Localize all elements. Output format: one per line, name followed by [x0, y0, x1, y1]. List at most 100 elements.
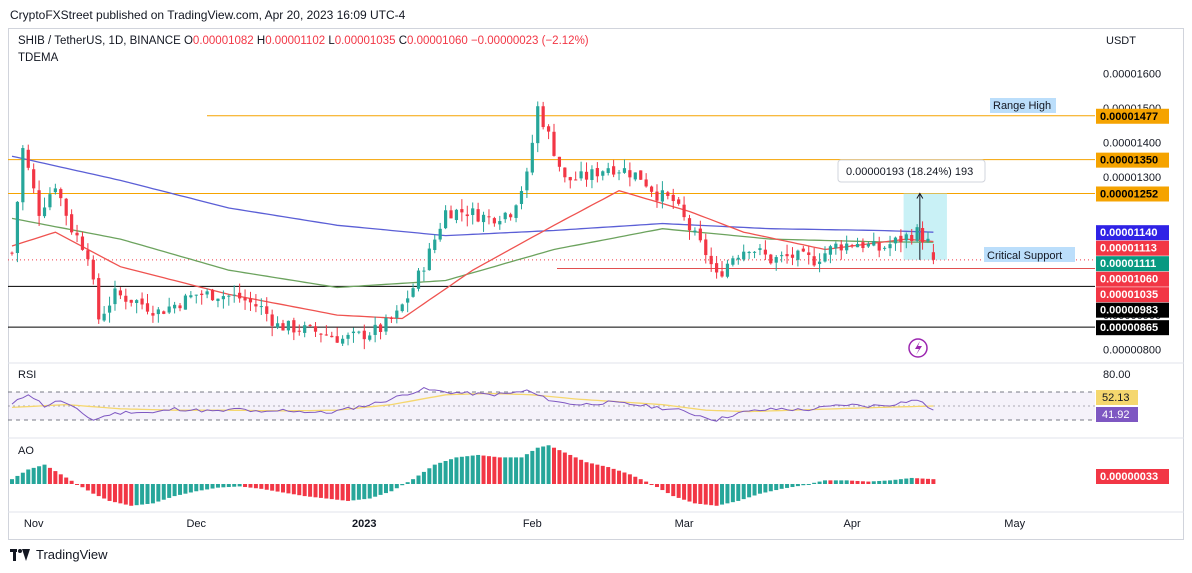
ao-bar — [920, 478, 925, 484]
ao-bar — [562, 452, 567, 484]
ao-bar — [416, 475, 421, 484]
ao-bar — [188, 484, 193, 493]
candle — [346, 334, 350, 339]
candle — [639, 170, 643, 180]
ao-bar — [768, 484, 773, 492]
ao-bar — [486, 456, 491, 484]
ao-bar — [161, 484, 166, 500]
candle — [200, 293, 204, 296]
candle — [167, 306, 171, 313]
footer-brand[interactable]: TradingView — [36, 547, 108, 562]
candle — [438, 228, 442, 240]
rsi-title[interactable]: RSI — [18, 369, 37, 381]
ao-bar — [42, 464, 47, 484]
ao-bar — [790, 484, 795, 488]
price-label-box — [1096, 256, 1169, 272]
candle — [579, 171, 583, 179]
x-tick-label: Feb — [523, 518, 542, 530]
ao-bar — [915, 478, 920, 484]
candle — [259, 306, 263, 308]
ao-bar — [140, 484, 145, 505]
ao-bar — [752, 484, 757, 496]
symbol-name[interactable]: SHIB / TetherUS, 1D, BINANCE — [18, 35, 181, 47]
candle — [205, 291, 209, 295]
indicator-label[interactable]: TDEMA — [18, 52, 59, 64]
ao-bar — [709, 484, 714, 506]
measure-box — [903, 193, 947, 260]
candle — [86, 250, 90, 260]
candle — [552, 131, 556, 156]
candle — [59, 189, 63, 199]
candle — [378, 324, 383, 332]
ohlc-legend: SHIB / TetherUS, 1D, BINANCE O0.00001082… — [18, 35, 589, 47]
candle — [270, 314, 274, 326]
candle — [151, 313, 155, 316]
ao-bar — [535, 447, 540, 484]
candle — [644, 179, 648, 187]
candle — [606, 168, 610, 173]
price-label-box — [1096, 240, 1169, 256]
price-label-box — [1096, 152, 1169, 168]
candle — [173, 304, 177, 309]
ao-bar — [15, 475, 20, 484]
ao-bar — [492, 456, 497, 484]
ao-bar — [221, 484, 226, 488]
ao-bar — [53, 471, 58, 484]
candle — [584, 171, 589, 180]
candle — [590, 169, 594, 181]
ao-bar — [313, 484, 318, 498]
candle — [796, 250, 800, 260]
ao-bar — [205, 484, 210, 490]
ao-bar — [308, 484, 313, 497]
ao-bar — [85, 484, 90, 491]
ao-bar — [714, 484, 719, 506]
ao-bar — [622, 472, 627, 484]
ao-bar — [698, 484, 703, 504]
candle — [628, 170, 632, 178]
ao-bar — [394, 484, 399, 489]
price-label: 0.00001111 — [1100, 258, 1156, 270]
ao-bar — [600, 465, 605, 484]
ema-red-line — [11, 190, 934, 320]
candle — [660, 190, 664, 202]
candle — [140, 298, 144, 305]
ao-bar — [497, 457, 502, 484]
candle — [286, 320, 291, 331]
range-high-label: Range High — [993, 100, 1051, 112]
y-tick-label: 0.00000800 — [1103, 345, 1161, 357]
ao-bar — [123, 484, 128, 505]
ao-title[interactable]: AO — [18, 445, 34, 457]
ao-bar — [747, 484, 752, 498]
candle — [324, 334, 328, 336]
publisher-line: CryptoFXStreet published on TradingView.… — [10, 8, 406, 22]
ao-bar — [741, 484, 746, 500]
ao-bar — [757, 484, 762, 494]
candle — [10, 252, 14, 254]
candle — [774, 257, 778, 263]
ao-bar — [237, 484, 242, 487]
ao-bar — [324, 484, 329, 499]
ao-bar — [530, 450, 535, 484]
candle — [519, 191, 524, 204]
candle — [492, 218, 496, 224]
ao-bar — [541, 446, 546, 484]
ao-bar — [839, 480, 844, 484]
candle — [64, 198, 68, 216]
ao-bar — [833, 480, 838, 484]
candle — [221, 296, 225, 300]
ao-bar — [199, 484, 204, 491]
candle — [26, 149, 30, 168]
candle — [720, 271, 724, 277]
candle — [232, 294, 236, 296]
ao-bar — [606, 467, 611, 484]
ao-bar — [904, 478, 909, 484]
y-tick-label: 0.00001600 — [1103, 68, 1161, 80]
ao-bar — [427, 468, 432, 484]
currency-label: USDT — [1106, 35, 1136, 47]
ao-bar — [470, 455, 475, 484]
price-label: 0.00001035 — [1100, 289, 1158, 301]
candle — [227, 295, 231, 297]
candle — [747, 251, 751, 254]
candle — [319, 333, 323, 335]
